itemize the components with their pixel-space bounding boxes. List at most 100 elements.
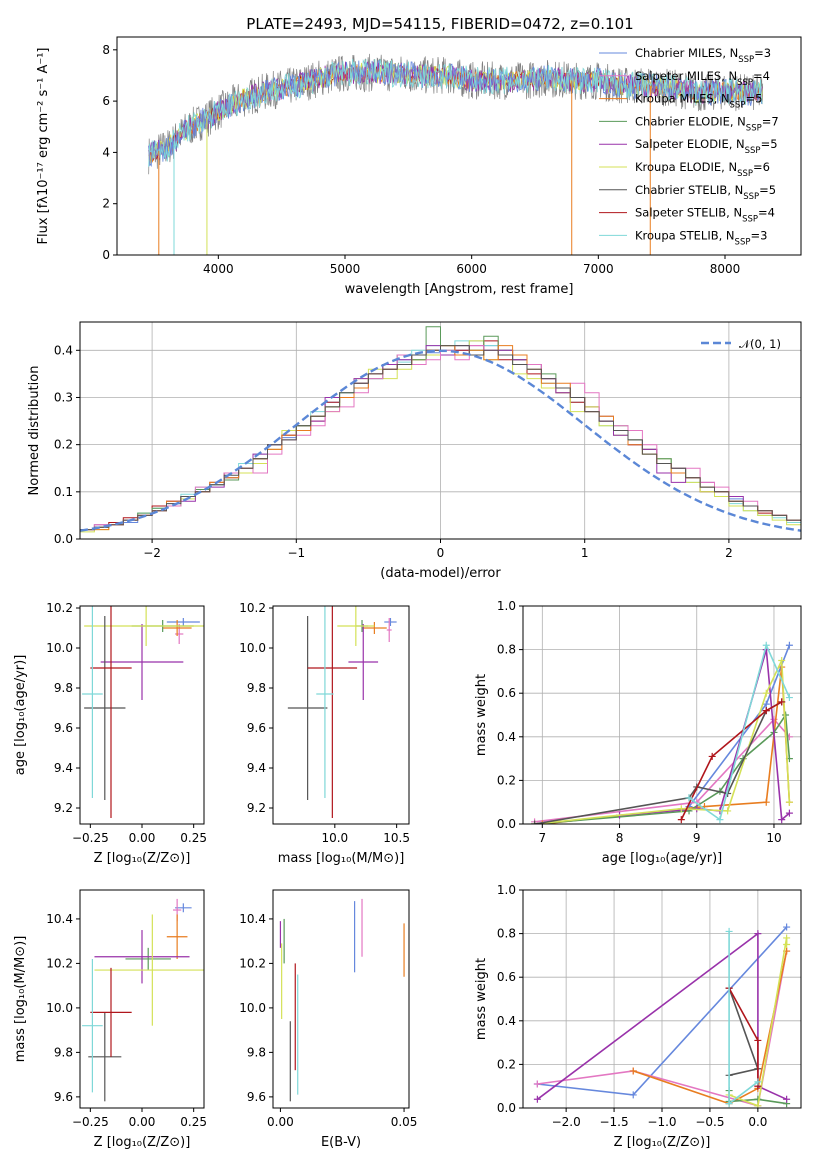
- y-tick-label: 0: [102, 248, 110, 262]
- weight-line-salpeter-stelib: [680, 701, 783, 820]
- y-tick-label: 9.6: [247, 1090, 266, 1104]
- legend-entry: Chabrier MILES, NSSP=3: [635, 46, 771, 65]
- weight-marker: [716, 816, 724, 824]
- y-tick-label: 10.2: [239, 956, 266, 970]
- y-tick-label: 0.2: [497, 773, 516, 787]
- x-tick-label: 0.00: [129, 831, 156, 845]
- x-tick-label: 8: [616, 831, 624, 845]
- x-tick-label: 10: [766, 831, 781, 845]
- y-tick-label: 0.0: [54, 532, 73, 546]
- y-tick-label: 9.2: [54, 801, 73, 815]
- x-axis-label: E(B-V): [321, 1135, 361, 1150]
- y-tick-label: 1.0: [497, 883, 516, 897]
- y-tick-label: 9.2: [247, 801, 266, 815]
- x-tick-label: 10.5: [383, 831, 410, 845]
- y-axis-label: Flux [fλ10⁻¹⁷ erg cm⁻² s⁻¹ A⁻¹]: [36, 48, 51, 245]
- y-tick-label: 9.8: [247, 681, 266, 695]
- panel-residuals: −2 −1 0 1 2 0.0 0.1 0.2 0.3 0.4 (data-model)/error…: [27, 321, 802, 581]
- y-tick-label: 10.0: [46, 641, 73, 655]
- weight-marker: [783, 923, 791, 931]
- weight-marker: [677, 816, 685, 824]
- axes-frame: [272, 889, 410, 1109]
- x-tick-label: −2.0: [552, 1115, 581, 1129]
- x-axis-label: mass [log₁₀(M/M⊙)]: [278, 851, 405, 866]
- weight-line-salpeter-miles: [534, 718, 790, 823]
- y-tick-label: 10.2: [46, 601, 73, 615]
- weight-marker: [785, 694, 793, 702]
- weight-marker: [778, 698, 786, 706]
- x-tick-label: 6000: [456, 262, 487, 276]
- y-axis-label: age [log₁₀(age/yr)]: [13, 655, 28, 776]
- legend-entry: Salpeter MILES, NSSP=4: [635, 69, 770, 88]
- panel-Z-vs-age: −0.25 0.00 0.25 9.2 9.4 9.6 9.8 10.0 10.2 Z [log₁…: [13, 601, 207, 866]
- y-tick-label: 6: [102, 94, 110, 108]
- y-tick-label: 4: [102, 145, 110, 159]
- x-tick-label: 2: [725, 546, 733, 560]
- x-tick-label: −0.25: [72, 1115, 109, 1129]
- panel-mass-vs-age: 10.0 10.5 9.2 9.4 9.6 9.8 10.0 10.2 mass [log₁₀(…: [239, 601, 410, 866]
- legend-entry: Chabrier STELIB, NSSP=5: [635, 183, 776, 202]
- weight-marker: [724, 807, 732, 815]
- y-tick-label: 0.8: [497, 927, 516, 941]
- y-tick-label: 9.4: [247, 761, 266, 775]
- weight-line-kroupa-stelib: [688, 642, 791, 821]
- weight-marker: [778, 816, 786, 824]
- axes-frame: [79, 889, 205, 1109]
- x-tick-label: −2: [143, 546, 161, 560]
- normal-curve: [80, 349, 801, 532]
- legend-entry: Kroupa ELODIE, NSSP=6: [635, 160, 770, 179]
- legend-entry: Salpeter STELIB, NSSP=4: [635, 206, 775, 225]
- legend-entry: Kroupa MILES, NSSP=5: [635, 92, 762, 111]
- plot-area-age-vs-weight: [531, 641, 793, 824]
- weight-marker: [531, 820, 539, 824]
- y-tick-label: 0.2: [497, 1057, 516, 1071]
- weight-marker: [538, 820, 546, 824]
- weight-marker: [629, 1091, 637, 1099]
- x-axis-label: wavelength [Angstrom, rest frame]: [345, 282, 574, 297]
- plot-area-spectrum: [148, 53, 764, 255]
- weight-marker: [778, 657, 786, 664]
- y-tick-label: 9.6: [54, 721, 73, 735]
- axes-frame: [272, 605, 410, 825]
- y-axis-label: Normed distribution: [27, 366, 42, 496]
- y-axis-label: mass weight: [474, 674, 489, 756]
- y-tick-label: 9.6: [247, 721, 266, 735]
- weight-marker: [785, 809, 793, 817]
- y-tick-label: 0.4: [497, 1014, 516, 1028]
- panel-ebv-vs-mass: 0.00 0.05 9.6 9.8 10.0 10.2 10.4 E(B-V): [239, 889, 418, 1150]
- model-spectrum: [148, 60, 763, 168]
- weight-line-chabrier-stelib: [534, 701, 783, 824]
- y-tick-label: 9.8: [54, 681, 73, 695]
- y-tick-label: 10.4: [46, 912, 73, 926]
- y-tick-label: 9.8: [247, 1045, 266, 1059]
- weight-marker: [762, 689, 770, 697]
- y-axis-label: mass [log₁₀(M/M⊙)]: [13, 936, 28, 1063]
- y-tick-label: 10.0: [239, 641, 266, 655]
- weight-marker: [708, 752, 716, 760]
- x-tick-label: 0.05: [391, 1115, 418, 1129]
- y-tick-label: 0.4: [54, 343, 73, 357]
- weight-line-kroupa-stelib: [728, 931, 759, 1106]
- weight-marker: [533, 1095, 541, 1103]
- x-tick-label: −1.0: [647, 1115, 676, 1129]
- weight-marker: [762, 700, 770, 708]
- legend-entry: Kroupa STELIB, NSSP=3: [635, 228, 767, 247]
- y-tick-label: 0.3: [54, 390, 73, 404]
- x-tick-label: 1: [581, 546, 589, 560]
- panel-Z-vs-mass: −0.25 0.00 0.25 9.6 9.8 10.0 10.2 10.4 Z [log₁₀(…: [13, 889, 207, 1150]
- legend-entry: Chabrier ELODIE, NSSP=7: [635, 114, 779, 133]
- y-tick-label: 0.6: [497, 686, 516, 700]
- weight-marker: [754, 930, 762, 938]
- weight-marker: [754, 1036, 762, 1044]
- y-tick-label: 2: [102, 197, 110, 211]
- weight-marker: [783, 941, 791, 948]
- weight-marker: [762, 798, 770, 806]
- x-tick-label: 8000: [710, 262, 741, 276]
- y-tick-label: 8: [102, 43, 110, 57]
- panel-spectrum: 4000 5000 6000 7000 8000 0 2 4 6 8 wavelength [Ang…: [36, 36, 802, 297]
- weight-line-kroupa-miles: [542, 666, 791, 824]
- figure-title: PLATE=2493, MJD=54115, FIBERID=0472, z=0…: [246, 15, 633, 33]
- weight-marker: [677, 805, 685, 813]
- weight-line-salpeter-elodie: [536, 931, 787, 1101]
